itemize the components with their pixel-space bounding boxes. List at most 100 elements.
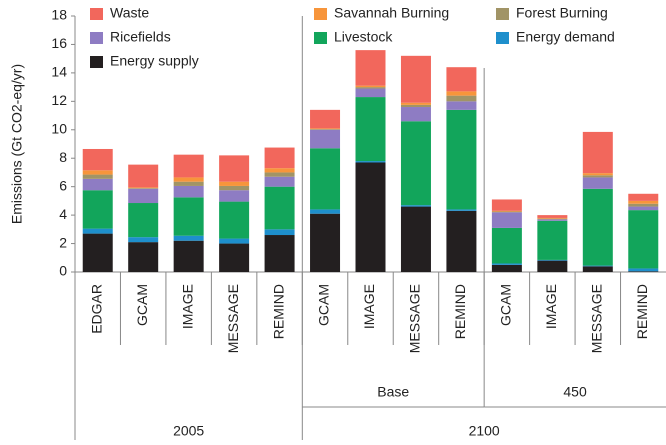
bar-segment [446, 101, 477, 110]
legend-label: Waste [110, 5, 149, 21]
bar-segment [582, 175, 613, 178]
bar-segment [446, 91, 477, 96]
bar-segment [173, 181, 204, 186]
bar-segment [355, 162, 386, 272]
bar-segment [582, 265, 613, 267]
bar-segment [628, 203, 659, 207]
bar-segment [128, 187, 159, 189]
bar-segment [128, 237, 159, 243]
bar-segment [219, 238, 250, 244]
bar-segment [355, 50, 386, 86]
x-tick-label: REMIND [270, 284, 286, 339]
y-tick-label: 8 [59, 149, 67, 165]
bar-segment [82, 148, 113, 171]
bar-segment [264, 168, 295, 173]
bar-segment [537, 217, 568, 219]
bar-segment [628, 210, 659, 269]
y-axis-label: Emissions (Gt CO2-eq/yr) [9, 64, 25, 224]
bar-segment [582, 188, 613, 266]
bar-segment [219, 185, 250, 191]
bar-segment [446, 109, 477, 210]
x-tick-label: IMAGE [179, 284, 195, 329]
bar-segment [446, 210, 477, 272]
bar-segment [400, 104, 431, 108]
bar-segment [173, 177, 204, 182]
bar-segment [446, 95, 477, 102]
bar-segment [491, 264, 522, 272]
bar-segment [628, 200, 659, 204]
bar-segment [491, 199, 522, 211]
legend-label: Livestock [334, 29, 393, 45]
legend-swatch [314, 32, 327, 44]
legend-label: Energy demand [516, 29, 615, 45]
x-tick-label: REMIND [452, 284, 468, 339]
bar-segment [264, 235, 295, 272]
bar-segment [537, 259, 568, 261]
bar-segment [264, 172, 295, 177]
bar-segment [400, 102, 431, 105]
x-tick-label: IMAGE [543, 284, 559, 329]
bar-segment [400, 121, 431, 206]
group-label: 2100 [469, 423, 500, 439]
bar-segment [219, 243, 250, 272]
bar-segment [82, 190, 113, 229]
y-tick-label: 12 [51, 92, 67, 108]
x-tick-label: EDGAR [88, 284, 104, 334]
y-tick-label: 10 [51, 120, 67, 136]
group-label: 2005 [173, 423, 204, 439]
bar-segment [355, 87, 386, 89]
bar-segment [82, 233, 113, 272]
legend-swatch [496, 8, 509, 20]
bar-segment [173, 154, 204, 178]
bar-segment [82, 178, 113, 191]
x-tick-label: IMAGE [361, 284, 377, 329]
bar-segment [355, 161, 386, 163]
x-tick-label: GCAM [134, 284, 150, 326]
bar-segment [264, 147, 295, 169]
y-tick-label: 18 [51, 7, 67, 23]
x-tick-label: GCAM [316, 284, 332, 326]
legend-swatch [314, 8, 327, 20]
bar-segment [582, 266, 613, 272]
bar-segment [264, 186, 295, 230]
bar-segment [628, 193, 659, 201]
bar-segment [537, 218, 568, 220]
scenario-label: 450 [563, 384, 587, 400]
y-tick-label: 16 [51, 35, 67, 51]
y-tick-label: 14 [51, 64, 67, 80]
x-tick-label: MESSAGE [589, 284, 605, 353]
bar-segment [264, 229, 295, 236]
bar-segment [128, 203, 159, 238]
bar-segment [219, 155, 250, 182]
bar-segment [310, 129, 341, 130]
bar-segment [400, 205, 431, 207]
bar-segment [628, 206, 659, 211]
bar-segment [491, 263, 522, 265]
bar-segment [355, 85, 386, 88]
bar-segment [582, 177, 613, 189]
bar-segment [173, 235, 204, 241]
bar-segment [491, 210, 522, 212]
legend-swatch [90, 56, 103, 68]
bar-segment [128, 242, 159, 272]
bar-segment [128, 164, 159, 188]
legend-swatch [90, 32, 103, 44]
bar-segment [491, 212, 522, 228]
bar-segment [310, 109, 341, 129]
legend-swatch [496, 32, 509, 44]
bar-segment [537, 220, 568, 260]
bar-segment [628, 271, 659, 272]
bar-segment [582, 131, 613, 174]
bar-segment [310, 213, 341, 272]
bar-segment [446, 67, 477, 92]
bar-segment [128, 188, 159, 204]
x-tick-label: REMIND [634, 284, 650, 339]
bar-segment [582, 173, 613, 176]
bar-segment [537, 260, 568, 272]
bar-segment [400, 107, 431, 122]
bar-segment [173, 240, 204, 272]
bar-segment [219, 181, 250, 186]
y-tick-label: 6 [59, 177, 67, 193]
bar-segment [82, 228, 113, 234]
